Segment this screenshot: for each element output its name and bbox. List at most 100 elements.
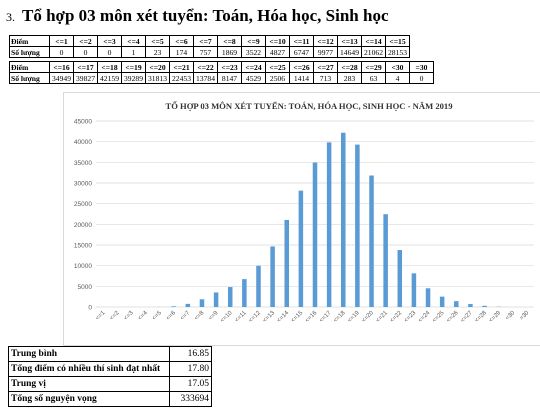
- y-tick-label: 25000: [74, 201, 92, 208]
- bar: [369, 175, 374, 307]
- bar: [439, 296, 445, 307]
- bar: [213, 292, 219, 307]
- score-cell: <=24: [241, 61, 266, 73]
- row-label-score: Điểm: [9, 61, 50, 73]
- x-tick-label: <=28: [474, 310, 488, 324]
- score-cell: <=18: [97, 61, 122, 73]
- score-cell: <=3: [97, 35, 122, 47]
- y-tick-label: 45000: [74, 119, 92, 126]
- bar: [312, 162, 318, 307]
- x-tick-label: <=27: [460, 310, 474, 324]
- x-tick-label: <=5: [151, 310, 163, 322]
- score-cell: <=17: [73, 61, 98, 73]
- count-cell: 28153: [385, 46, 410, 58]
- stats-row: Tổng điểm có nhiều thí sinh đạt nhất 17.…: [8, 361, 212, 377]
- bar: [397, 250, 403, 307]
- count-cell: 13784: [193, 72, 218, 84]
- score-cell: <=2: [73, 35, 98, 47]
- bar: [298, 190, 304, 307]
- count-cell: 0: [97, 46, 122, 58]
- score-cell: <=1: [49, 35, 74, 47]
- x-tick-label: <=15: [290, 310, 304, 324]
- count-cell: 1869: [217, 46, 242, 58]
- score-cell: <=7: [193, 35, 218, 47]
- bar: [284, 219, 290, 307]
- count-cell: 1414: [289, 72, 314, 84]
- x-tick-label: <=19: [347, 310, 361, 324]
- x-tick-label: <=14: [276, 310, 290, 324]
- row-label-count: Số lượng: [9, 72, 50, 84]
- score-cell: <=11: [289, 35, 314, 47]
- x-tick-label: <=9: [208, 310, 220, 322]
- x-tick-label: <=17: [319, 310, 333, 324]
- y-tick-label: 30000: [74, 181, 92, 188]
- stats-row: Tổng số nguyện vọng 333694: [8, 391, 212, 407]
- bar: [256, 265, 261, 307]
- score-cell: <=9: [241, 35, 266, 47]
- x-tick-label: <=13: [262, 310, 276, 324]
- count-cell: 4827: [265, 46, 290, 58]
- bar: [468, 304, 473, 307]
- stat-label: Tổng số nguyện vọng: [8, 391, 170, 407]
- count-cell: 2506: [265, 72, 290, 84]
- count-cell: 39289: [121, 72, 146, 84]
- bar: [185, 303, 191, 307]
- score-cell: <=28: [337, 61, 362, 73]
- bar: [326, 142, 332, 307]
- score-table-2: Điểm <=16 <=17 <=18 <=19 <=20 <=21 <=22 …: [9, 61, 434, 84]
- score-row: Điểm <=16 <=17 <=18 <=19 <=20 <=21 <=22 …: [9, 61, 434, 73]
- x-tick-label: =30: [519, 310, 531, 322]
- count-cell: 9977: [313, 46, 338, 58]
- count-cell: 22453: [169, 72, 194, 84]
- score-cell: =30: [409, 61, 434, 73]
- count-cell: 31813: [145, 72, 170, 84]
- y-tick-label: 20000: [74, 222, 92, 229]
- score-cell: <=12: [313, 35, 338, 47]
- x-tick-label: <=3: [123, 310, 135, 322]
- y-tick-label: 35000: [74, 160, 92, 167]
- count-cell: 34949: [49, 72, 74, 84]
- x-tick-label: <=12: [248, 310, 262, 324]
- score-cell: <=13: [337, 35, 362, 47]
- x-tick-label: <=8: [194, 310, 206, 322]
- count-cell: 3522: [241, 46, 266, 58]
- score-cell: <=25: [265, 61, 290, 73]
- bar: [171, 306, 176, 307]
- bar: [383, 214, 388, 307]
- score-row: Điểm <=1 <=2 <=3 <=4 <=5 <=6 <=7 <=8 <=9…: [9, 35, 410, 47]
- score-cell: <=15: [385, 35, 410, 47]
- count-cell: 8147: [217, 72, 242, 84]
- stat-value: 16.85: [169, 346, 212, 362]
- score-cell: <=8: [217, 35, 242, 47]
- chart-title: TỔ HỢP 03 MÔN XÉT TUYỂN: TOÁN, HÓA HỌC, …: [165, 101, 452, 111]
- stat-label: Trung vị: [8, 376, 170, 392]
- y-tick-label: 0: [88, 305, 92, 312]
- score-cell: <=27: [313, 61, 338, 73]
- count-cell: 6747: [289, 46, 314, 58]
- x-tick-label: <=29: [488, 310, 502, 324]
- score-cell: <=10: [265, 35, 290, 47]
- stat-value: 333694: [169, 391, 212, 407]
- y-tick-label: 15000: [74, 243, 92, 250]
- bar: [227, 287, 233, 307]
- section-number: 3.: [6, 10, 15, 24]
- bar: [199, 299, 205, 307]
- x-tick-label: <=23: [403, 310, 417, 324]
- x-tick-label: <=11: [234, 310, 248, 324]
- stat-value: 17.05: [169, 376, 212, 392]
- x-tick-label: <=24: [418, 310, 432, 324]
- chart-container: TỔ HỢP 03 MÔN XÉT TUYỂN: TOÁN, HÓA HỌC, …: [63, 92, 540, 346]
- bar: [242, 279, 247, 307]
- x-tick-label: <=18: [333, 310, 347, 324]
- count-cell: 21062: [361, 46, 386, 58]
- stats-row: Trung bình 16.85: [8, 346, 212, 362]
- bar-chart: TỔ HỢP 03 MÔN XÉT TUYỂN: TOÁN, HÓA HỌC, …: [74, 101, 534, 324]
- count-cell: 757: [193, 46, 218, 58]
- stat-value: 17.80: [169, 361, 212, 377]
- score-cell: <=29: [361, 61, 386, 73]
- x-tick-label: <30: [505, 310, 517, 322]
- count-cell: 0: [73, 46, 98, 58]
- stats-row: Trung vị 17.05: [8, 376, 212, 392]
- bar: [355, 144, 360, 307]
- count-cell: 4: [385, 72, 410, 84]
